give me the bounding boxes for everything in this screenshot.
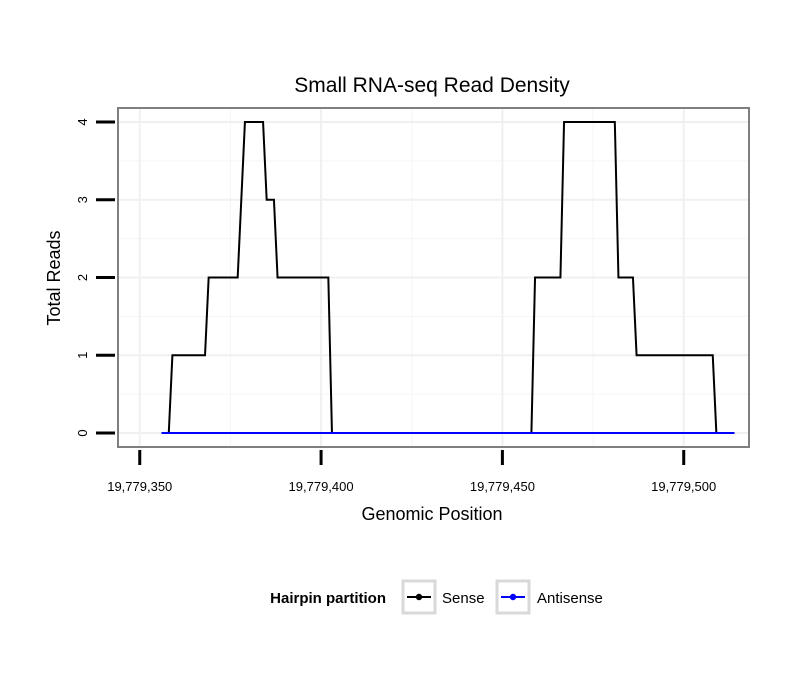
legend-title: Hairpin partition: [270, 590, 386, 607]
y-tick-label: 0: [75, 429, 90, 436]
legend-point-sense: [415, 593, 423, 601]
legend-item-antisense: Antisense: [495, 579, 603, 615]
x-tick-label: 19,779,500: [651, 479, 716, 494]
y-tick-label: 3: [75, 196, 90, 203]
legend-label-sense: Sense: [442, 590, 485, 607]
y-tick-label: 1: [75, 352, 90, 359]
x-tick-label: 19,779,400: [289, 479, 354, 494]
legend: Hairpin partition Sense Antisense: [270, 579, 603, 615]
legend-item-sense: Sense: [401, 579, 485, 615]
plot-panel: [117, 107, 750, 448]
legend-label-antisense: Antisense: [537, 590, 603, 607]
x-tick-label: 19,779,450: [470, 479, 535, 494]
legend-point-antisense: [509, 593, 517, 601]
x-tick-label: 19,779,350: [107, 479, 172, 494]
y-tick-label: 2: [75, 274, 90, 281]
y-tick-label: 4: [75, 118, 90, 125]
y-axis-title: Total Reads: [44, 230, 64, 325]
axes: 19,779,350 19,779,400 19,779,450 19,779,500…: [75, 118, 716, 494]
x-axis-title: Genomic Position: [361, 504, 502, 524]
series-layer: [161, 121, 735, 434]
chart-title: Small RNA-seq Read Density: [294, 74, 570, 97]
series-line-sense: [161, 121, 735, 434]
